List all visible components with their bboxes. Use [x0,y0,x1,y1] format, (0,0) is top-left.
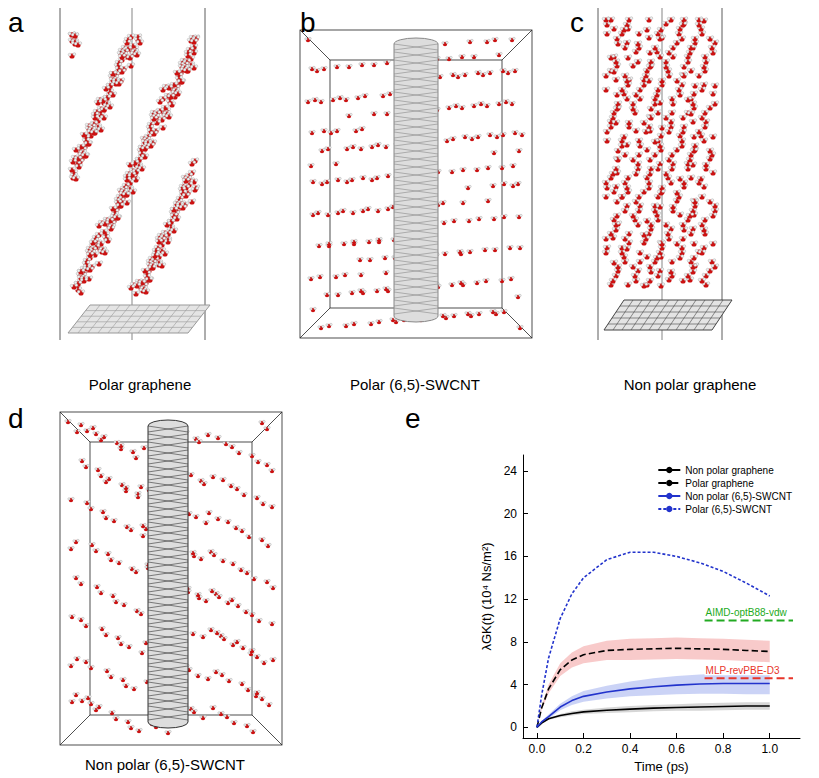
svg-text:0.0: 0.0 [529,742,546,756]
svg-text:MLP-revPBE-D3: MLP-revPBE-D3 [706,665,780,676]
svg-text:Time (ps): Time (ps) [634,759,688,774]
svg-text:Non polar graphene: Non polar graphene [685,465,774,476]
svg-text:20: 20 [504,507,518,521]
svg-text:b: b [300,7,316,38]
svg-text:0.4: 0.4 [622,742,639,756]
svg-text:Non polar (6,5)-SWCNT: Non polar (6,5)-SWCNT [85,756,245,773]
svg-text:e: e [405,403,421,434]
svg-text:16: 16 [504,549,518,563]
svg-text:Non polar (6,5)-SWCNT: Non polar (6,5)-SWCNT [685,491,792,502]
svg-text:a: a [8,7,24,38]
svg-text:AIMD-optB88-vdw: AIMD-optB88-vdw [706,607,788,618]
svg-text:12: 12 [504,592,518,606]
svg-text:0: 0 [510,720,517,734]
svg-text:Polar graphene: Polar graphene [685,478,754,489]
svg-text:c: c [570,7,584,38]
svg-text:0.8: 0.8 [715,742,732,756]
svg-text:Polar (6,5)-SWCNT: Polar (6,5)-SWCNT [685,504,772,515]
svg-text:8: 8 [510,635,517,649]
svg-text:Polar graphene: Polar graphene [89,376,192,393]
svg-text:λGK(t) (10⁴ Ns/m²): λGK(t) (10⁴ Ns/m²) [479,542,494,650]
svg-text:0.6: 0.6 [668,742,685,756]
svg-text:4: 4 [510,678,517,692]
svg-text:24: 24 [504,464,518,478]
svg-text:0.2: 0.2 [575,742,592,756]
svg-text:Non polar graphene: Non polar graphene [624,376,757,393]
svg-text:Polar (6,5)-SWCNT: Polar (6,5)-SWCNT [350,376,480,393]
svg-text:d: d [8,403,24,434]
svg-text:1.0: 1.0 [761,742,778,756]
